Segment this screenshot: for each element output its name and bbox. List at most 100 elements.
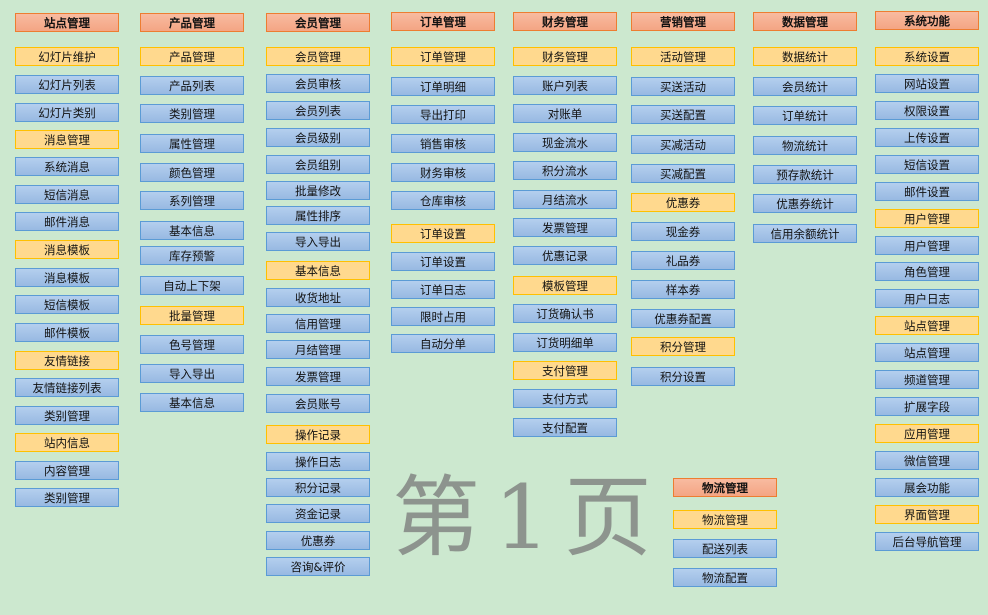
function-item: 信用管理 (266, 314, 370, 333)
function-item: 订单明细 (391, 77, 495, 96)
function-item: 配送列表 (673, 539, 777, 558)
function-item: 批量修改 (266, 181, 370, 200)
function-group: 系统设置 (875, 47, 979, 66)
function-item: 库存预警 (140, 246, 244, 265)
function-item: 优惠券配置 (631, 309, 735, 328)
function-item: 用户日志 (875, 289, 979, 308)
function-item: 资金记录 (266, 504, 370, 523)
function-item: 属性管理 (140, 134, 244, 153)
function-item: 订单统计 (753, 106, 857, 125)
function-item: 物流配置 (673, 568, 777, 587)
function-item: 财务审核 (391, 163, 495, 182)
function-item: 类别管理 (15, 406, 119, 425)
module-header: 订单管理 (391, 12, 495, 31)
function-item: 现金券 (631, 222, 735, 241)
function-item: 礼品券 (631, 251, 735, 270)
module-header: 营销管理 (631, 12, 735, 31)
function-group: 站点管理 (875, 316, 979, 335)
function-item: 支付配置 (513, 418, 617, 437)
function-group: 友情链接 (15, 351, 119, 370)
function-item: 积分设置 (631, 367, 735, 386)
module-header: 数据管理 (753, 12, 857, 31)
function-item: 系统消息 (15, 157, 119, 176)
function-item: 类别管理 (140, 104, 244, 123)
module-header: 物流管理 (673, 478, 777, 497)
function-item: 现金流水 (513, 133, 617, 152)
function-item: 样本券 (631, 280, 735, 299)
function-item: 上传设置 (875, 128, 979, 147)
function-group: 订单设置 (391, 224, 495, 243)
function-group: 产品管理 (140, 47, 244, 66)
function-item: 基本信息 (140, 221, 244, 240)
function-item: 会员列表 (266, 101, 370, 120)
function-item: 站点管理 (875, 343, 979, 362)
function-group: 订单管理 (391, 47, 495, 66)
function-group: 界面管理 (875, 505, 979, 524)
function-item: 导出打印 (391, 105, 495, 124)
function-item: 微信管理 (875, 451, 979, 470)
function-item: 咨询&评价 (266, 557, 370, 576)
function-item: 幻灯片列表 (15, 75, 119, 94)
function-item: 频道管理 (875, 370, 979, 389)
module-header: 站点管理 (15, 13, 119, 32)
function-item: 会员账号 (266, 394, 370, 413)
function-group: 用户管理 (875, 209, 979, 228)
function-item: 自动分单 (391, 334, 495, 353)
function-item: 短信设置 (875, 155, 979, 174)
function-group: 消息管理 (15, 130, 119, 149)
function-item: 买送配置 (631, 105, 735, 124)
function-item: 导入导出 (140, 364, 244, 383)
function-item: 支付方式 (513, 389, 617, 408)
function-group: 数据统计 (753, 47, 857, 66)
function-item: 订单设置 (391, 252, 495, 271)
function-item: 销售审核 (391, 134, 495, 153)
function-item: 系列管理 (140, 191, 244, 210)
function-group: 幻灯片维护 (15, 47, 119, 66)
function-item: 优惠券统计 (753, 194, 857, 213)
function-group: 会员管理 (266, 47, 370, 66)
function-item: 积分记录 (266, 478, 370, 497)
function-item: 后台导航管理 (875, 532, 979, 551)
function-item: 扩展字段 (875, 397, 979, 416)
function-item: 基本信息 (140, 393, 244, 412)
function-item: 内容管理 (15, 461, 119, 480)
function-item: 限时占用 (391, 307, 495, 326)
module-header: 系统功能 (875, 11, 979, 30)
module-header: 会员管理 (266, 13, 370, 32)
function-item: 色号管理 (140, 335, 244, 354)
function-item: 优惠券 (266, 531, 370, 550)
function-group: 财务管理 (513, 47, 617, 66)
function-group: 应用管理 (875, 424, 979, 443)
function-item: 权限设置 (875, 101, 979, 120)
function-item: 会员级别 (266, 128, 370, 147)
function-item: 友情链接列表 (15, 378, 119, 397)
function-item: 角色管理 (875, 262, 979, 281)
function-item: 买送活动 (631, 77, 735, 96)
function-item: 会员统计 (753, 77, 857, 96)
module-header: 产品管理 (140, 13, 244, 32)
function-item: 颜色管理 (140, 163, 244, 182)
function-item: 订货明细单 (513, 333, 617, 352)
function-item: 优惠记录 (513, 246, 617, 265)
function-item: 收货地址 (266, 288, 370, 307)
function-item: 产品列表 (140, 76, 244, 95)
function-item: 月结流水 (513, 190, 617, 209)
function-item: 邮件设置 (875, 182, 979, 201)
function-item: 短信模板 (15, 295, 119, 314)
function-item: 操作日志 (266, 452, 370, 471)
function-item: 订货确认书 (513, 304, 617, 323)
function-item: 网站设置 (875, 74, 979, 93)
function-group: 基本信息 (266, 261, 370, 280)
module-header: 财务管理 (513, 12, 617, 31)
function-item: 对账单 (513, 104, 617, 123)
function-item: 发票管理 (513, 218, 617, 237)
function-item: 消息模板 (15, 268, 119, 287)
function-group: 活动管理 (631, 47, 735, 66)
function-item: 导入导出 (266, 232, 370, 251)
function-item: 展会功能 (875, 478, 979, 497)
function-item: 属性排序 (266, 206, 370, 225)
function-item: 类别管理 (15, 488, 119, 507)
function-group: 批量管理 (140, 306, 244, 325)
function-item: 会员审核 (266, 74, 370, 93)
function-item: 月结管理 (266, 340, 370, 359)
